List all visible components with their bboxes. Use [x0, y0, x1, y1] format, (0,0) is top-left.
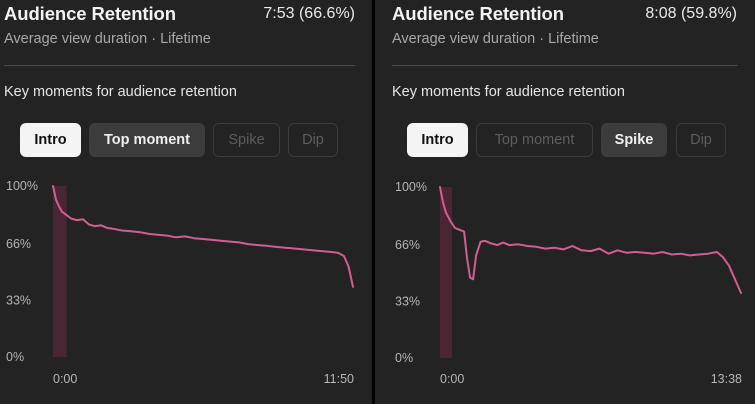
key-moments-label: Key moments for audience retention	[392, 84, 625, 100]
panel-title: Audience Retention	[392, 3, 564, 24]
retention-panel-left: Audience Retention 7:53 (66.6%) Average …	[0, 0, 372, 404]
divider	[392, 65, 738, 66]
y-tick-label: 0%	[395, 351, 413, 365]
x-tick-label: 0:00	[440, 372, 464, 386]
x-tick-label: 11:50	[324, 372, 354, 386]
y-tick-label: 66%	[6, 237, 31, 251]
y-tick-label: 66%	[395, 238, 420, 252]
y-tick-label: 100%	[6, 179, 38, 193]
retention-line	[439, 186, 742, 294]
chip-spike[interactable]: Spike	[601, 123, 667, 157]
chip-top-moment[interactable]: Top moment	[476, 123, 593, 157]
chip-spike[interactable]: Spike	[213, 123, 280, 157]
y-tick-label: 0%	[6, 350, 24, 364]
intro-highlight-band	[53, 186, 67, 357]
y-tick-label: 33%	[6, 294, 31, 308]
y-tick-label: 33%	[395, 295, 420, 309]
y-tick-label: 100%	[395, 180, 427, 194]
key-moments-label: Key moments for audience retention	[4, 84, 237, 100]
divider	[4, 65, 355, 66]
chip-dip[interactable]: Dip	[288, 123, 338, 157]
retention-line	[52, 185, 354, 288]
retention-panel-right: Audience Retention 8:08 (59.8%) Average …	[375, 0, 755, 404]
intro-highlight-band	[440, 187, 453, 358]
retention-chart: 100% 66% 33% 0% 0:00 11:50	[6, 179, 354, 386]
chip-intro[interactable]: Intro	[20, 123, 81, 157]
panel-subtitle: Average view duration · Lifetime	[4, 31, 211, 47]
x-tick-label: 0:00	[53, 372, 77, 386]
average-duration-value: 8:08 (59.8%)	[645, 5, 737, 22]
x-tick-label: 13:38	[711, 372, 742, 386]
retention-chart: 100% 66% 33% 0% 0:00 13:38	[395, 180, 742, 386]
average-duration-value: 7:53 (66.6%)	[263, 5, 355, 22]
chip-dip[interactable]: Dip	[676, 123, 726, 157]
chip-top-moment[interactable]: Top moment	[89, 123, 205, 157]
chip-intro[interactable]: Intro	[407, 123, 468, 157]
panel-title: Audience Retention	[4, 3, 176, 24]
panel-subtitle: Average view duration · Lifetime	[392, 31, 599, 47]
